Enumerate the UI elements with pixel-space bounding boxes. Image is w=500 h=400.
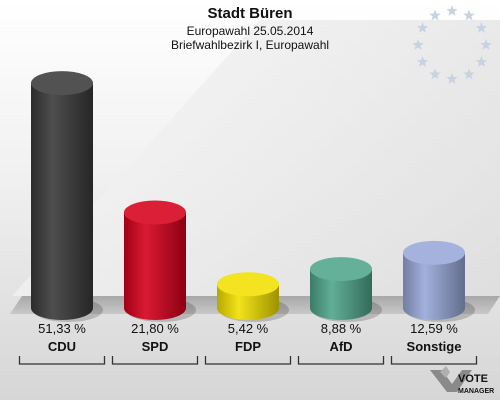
value-label-sonstige: 12,59 % bbox=[410, 321, 458, 336]
bar-afd bbox=[310, 257, 382, 322]
bar-body bbox=[31, 83, 93, 321]
category-label-sonstige: Sonstige bbox=[407, 339, 462, 354]
eu-star-icon bbox=[412, 39, 424, 50]
eu-stars-icon bbox=[412, 5, 492, 84]
value-label-spd: 21,80 % bbox=[131, 321, 179, 336]
eu-star-icon bbox=[463, 9, 475, 21]
chart-title: Stadt Büren bbox=[207, 5, 292, 22]
chart-subtitle: Europawahl 25.05.2014 bbox=[187, 24, 314, 38]
category-bracket bbox=[297, 356, 385, 365]
bar-fdp bbox=[217, 272, 289, 322]
vote-manager-logo: VOTE MANAGER bbox=[430, 366, 494, 395]
bar-top bbox=[310, 257, 372, 282]
eu-star-icon bbox=[429, 68, 441, 80]
eu-star-icon bbox=[446, 5, 458, 16]
bar-body bbox=[124, 212, 186, 320]
category-bracket bbox=[390, 356, 478, 365]
chart-subtitle-district: Briefwahlbezirk I, Europawahl bbox=[171, 38, 329, 52]
bar-top bbox=[403, 240, 465, 265]
bar-top bbox=[217, 272, 279, 297]
eu-star-icon bbox=[475, 22, 488, 33]
bar-spd bbox=[124, 200, 196, 322]
bar-cdu bbox=[31, 71, 103, 322]
eu-star-icon bbox=[475, 56, 488, 67]
vote-manager-logo-text-manager: MANAGER bbox=[458, 388, 494, 395]
category-label-cdu: CDU bbox=[48, 339, 76, 354]
eu-star-icon bbox=[416, 22, 429, 33]
bars-group bbox=[31, 71, 475, 322]
value-label-afd: 8,88 % bbox=[321, 321, 362, 336]
vote-manager-logo-icon bbox=[430, 366, 472, 392]
bar-body bbox=[403, 252, 465, 320]
category-bracket bbox=[111, 356, 199, 365]
bar-top bbox=[31, 71, 93, 96]
eu-star-icon bbox=[446, 73, 458, 84]
bar-top bbox=[124, 200, 186, 225]
category-label-spd: SPD bbox=[142, 339, 169, 354]
category-bracket bbox=[204, 356, 292, 365]
eu-star-icon bbox=[416, 56, 429, 67]
labels-group: 51,33 % CDU 21,80 % SPD 5,42 % FDP 8,88 % AfD 12… bbox=[18, 321, 478, 365]
category-label-fdp: FDP bbox=[235, 339, 261, 354]
eu-star-icon bbox=[463, 68, 475, 80]
value-label-fdp: 5,42 % bbox=[228, 321, 269, 336]
vote-manager-logo-text-vote: VOTE bbox=[458, 373, 488, 385]
category-label-afd: AfD bbox=[329, 339, 352, 354]
category-bracket bbox=[18, 356, 106, 365]
eu-star-icon bbox=[429, 9, 441, 21]
value-label-cdu: 51,33 % bbox=[38, 321, 86, 336]
bar-sonstige bbox=[403, 240, 475, 322]
bar-body bbox=[310, 269, 372, 320]
eu-star-icon bbox=[480, 39, 492, 50]
